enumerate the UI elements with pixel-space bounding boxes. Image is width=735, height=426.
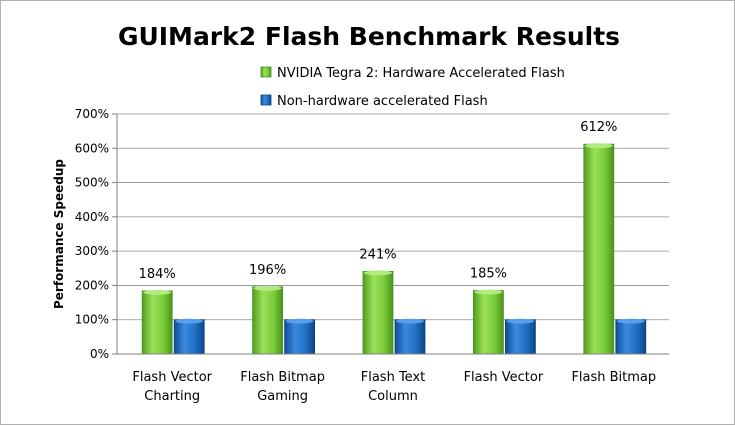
category-label: Column — [368, 389, 418, 404]
y-tick-label: 0% — [90, 347, 109, 361]
bar-software-top — [396, 318, 424, 324]
bar-software-top — [506, 318, 535, 324]
bar-software — [173, 319, 205, 355]
data-label: 612% — [580, 120, 617, 135]
legend-swatch-software — [260, 94, 272, 106]
bar-hardware — [472, 290, 504, 355]
bar-software-top — [285, 318, 314, 324]
bar-hardware — [252, 286, 284, 355]
y-tick-label: 400% — [75, 210, 109, 224]
chart-title: GUIMark2 Flash Benchmark Results — [118, 22, 620, 51]
bar-hardware-top — [364, 270, 392, 276]
category-label: Flash Bitmap — [571, 370, 656, 385]
bar-hardware-top — [584, 143, 613, 149]
bar-hardware — [362, 270, 394, 355]
y-tick-label: 700% — [75, 107, 109, 121]
data-label: 184% — [139, 267, 176, 282]
y-tick-label: 300% — [75, 244, 109, 258]
bar-software-top — [175, 318, 204, 324]
bar-software-top — [616, 318, 645, 324]
y-tick-label: 100% — [75, 313, 109, 327]
y-axis-label: Performance Speedup — [52, 159, 66, 309]
category-label: Flash Bitmap — [240, 370, 325, 385]
y-axis-ticks: 0% 100% 200% 300% 400% 500% 600% 700% — [75, 107, 117, 361]
legend-swatch-hardware — [260, 66, 272, 78]
bar-hardware-top — [474, 289, 503, 295]
data-label: 241% — [359, 247, 396, 262]
data-label: 185% — [470, 267, 507, 282]
y-tick-label: 200% — [75, 278, 109, 292]
bar-software — [394, 319, 426, 355]
legend-label-hardware: NVIDIA Tegra 2: Hardware Accelerated Fla… — [277, 66, 565, 81]
bar-software — [284, 319, 316, 355]
bar-hardware-top — [253, 285, 282, 291]
category-label: Flash Vector — [132, 370, 212, 385]
legend: NVIDIA Tegra 2: Hardware Accelerated Fla… — [260, 66, 565, 109]
category-label: Flash Text — [361, 370, 426, 385]
category-label: Flash Vector — [464, 370, 544, 385]
legend-label-software: Non-hardware accelerated Flash — [277, 94, 488, 109]
category-label: Gaming — [257, 389, 308, 404]
category-labels: Flash Vector Charting Flash Bitmap Gaming Fl… — [132, 370, 656, 404]
bar-hardware-top — [143, 289, 172, 295]
y-tick-label: 600% — [75, 141, 109, 155]
bar-hardware — [141, 290, 173, 355]
y-tick-label: 500% — [75, 176, 109, 190]
data-labels: 184% 196% 241% 185% 612% — [139, 120, 618, 282]
category-label: Charting — [144, 389, 200, 404]
data-label: 196% — [249, 263, 286, 278]
bar-software — [615, 319, 647, 355]
bar-software — [504, 319, 536, 355]
gridlines — [117, 113, 669, 321]
bar-hardware — [583, 143, 615, 355]
bars — [141, 143, 647, 355]
